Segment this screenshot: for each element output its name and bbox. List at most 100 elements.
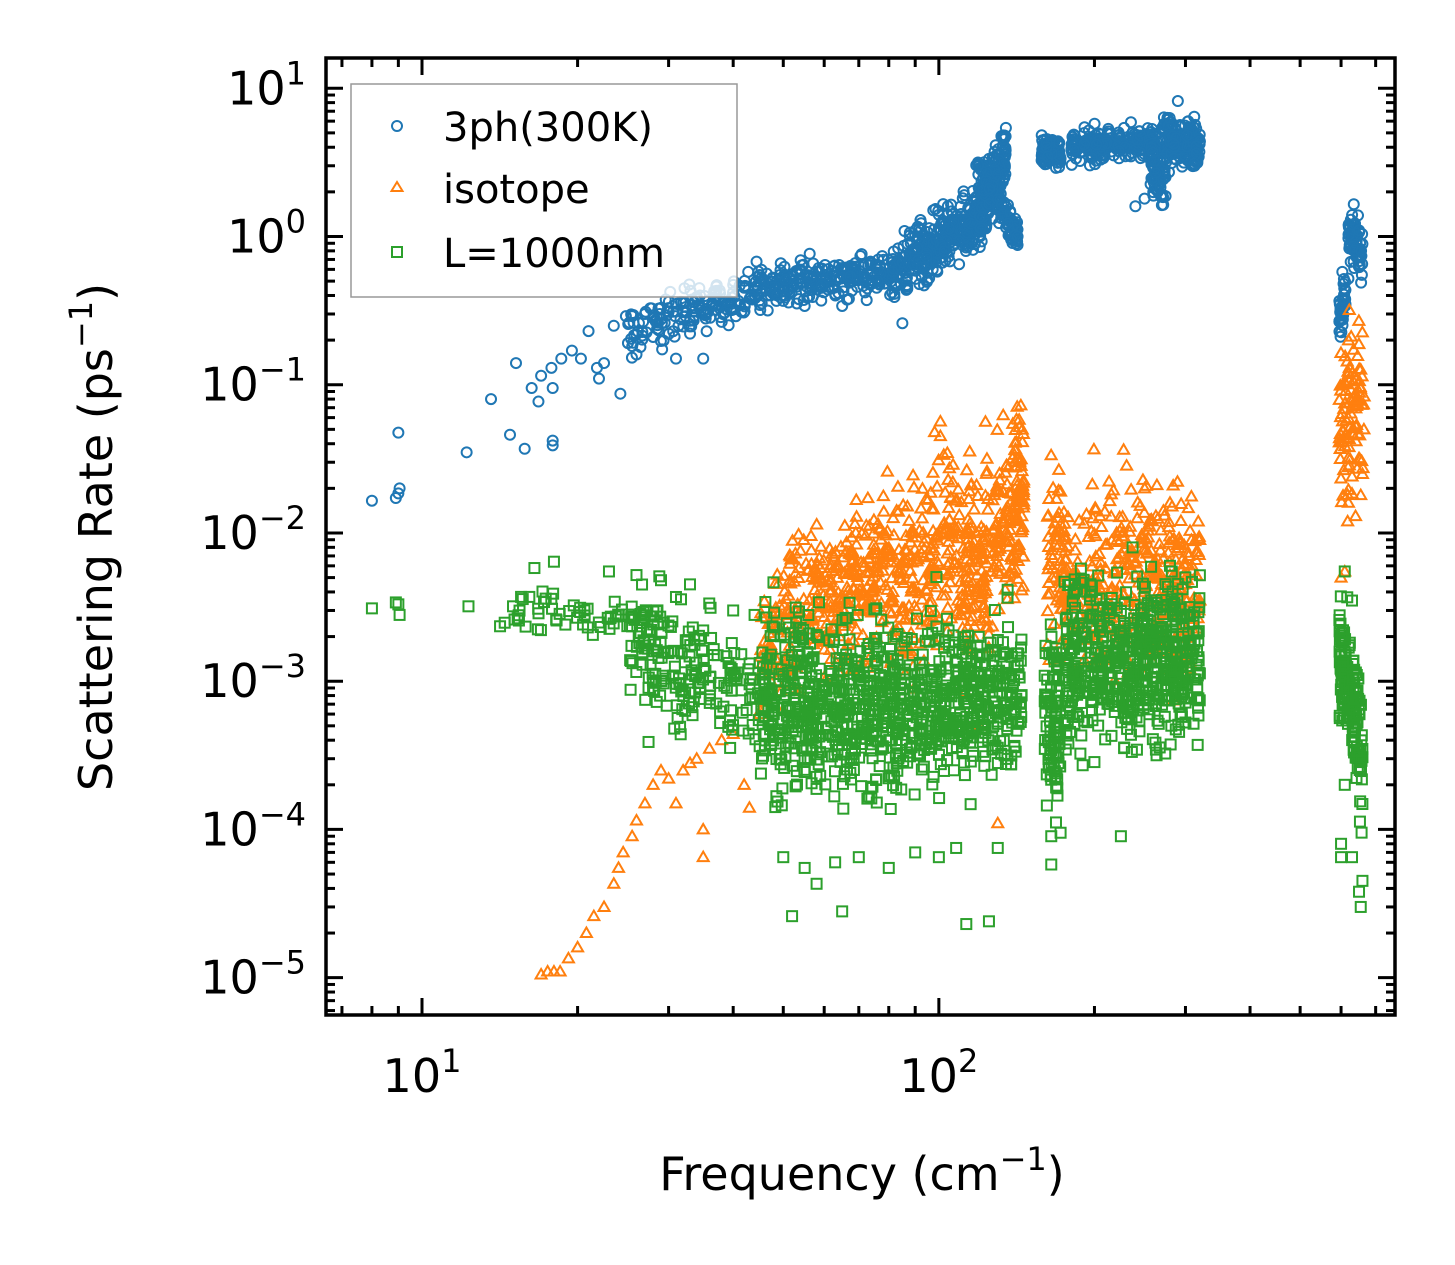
data-point-triangle [961, 537, 976, 551]
data-point-triangle [1040, 603, 1055, 617]
data-point-square [725, 637, 738, 650]
data-point-square [888, 661, 901, 674]
data-point-circle [825, 269, 838, 282]
data-point-square [638, 635, 651, 648]
data-point-circle [813, 265, 826, 278]
data-point-triangle [849, 537, 864, 550]
data-point-triangle [1094, 519, 1109, 533]
data-point-triangle [1011, 412, 1027, 425]
data-point-triangle [742, 800, 757, 813]
data-point-square [1149, 743, 1162, 756]
data-point-square [841, 718, 854, 731]
data-point-square [991, 633, 1004, 646]
data-point-square [958, 769, 971, 782]
data-point-square [1076, 576, 1089, 589]
data-point-triangle [1191, 514, 1206, 527]
data-point-circle [754, 299, 767, 312]
data-point-square [659, 672, 672, 685]
data-point-triangle [923, 572, 938, 585]
data-point-square [516, 593, 529, 606]
data-point-circle [958, 189, 971, 202]
data-point-triangle [1040, 507, 1056, 521]
data-point-circle [1005, 233, 1018, 246]
data-point-triangle [1051, 462, 1067, 475]
data-point-square [926, 778, 939, 791]
data-point-circle [1355, 244, 1368, 257]
data-point-square [744, 672, 757, 685]
data-point-circle [886, 265, 899, 278]
data-point-triangle [1093, 555, 1109, 568]
data-point-triangle [1340, 459, 1356, 473]
data-point-triangle [884, 554, 899, 568]
data-point-triangle [1088, 528, 1103, 542]
data-point-triangle [1350, 426, 1366, 439]
data-point-triangle [1102, 493, 1118, 507]
data-point-triangle [889, 503, 904, 516]
data-point-square [1061, 659, 1074, 672]
data-point-triangle [959, 522, 974, 536]
data-point-square [768, 621, 781, 634]
data-point-triangle [561, 950, 576, 964]
data-point-square [978, 759, 991, 772]
data-point-circle [546, 439, 559, 452]
data-point-triangle [793, 543, 808, 556]
data-point-triangle [864, 585, 879, 598]
data-point-circle [1342, 228, 1355, 241]
data-point-triangle [645, 777, 661, 790]
data-point-square [1091, 603, 1104, 616]
data-point-triangle [973, 546, 989, 559]
data-point-square [703, 597, 716, 610]
data-point-triangle [1103, 584, 1119, 597]
data-point-circle [790, 297, 803, 310]
data-point-triangle [1343, 382, 1359, 396]
data-point-triangle [811, 575, 826, 588]
data-point-triangle [966, 534, 982, 548]
data-point-triangle [624, 828, 640, 842]
data-point-triangle [596, 899, 612, 912]
data-point-triangle [1049, 531, 1064, 545]
data-point-square [1005, 668, 1018, 681]
data-point-triangle [954, 494, 969, 508]
data-point-triangle [1104, 486, 1119, 500]
data-point-square [626, 657, 639, 670]
data-point-triangle [1068, 542, 1083, 556]
data-point-square [855, 780, 868, 793]
data-point-triangle [796, 532, 811, 546]
data-point-triangle [977, 605, 992, 618]
data-point-circle [855, 248, 868, 261]
data-point-triangle [1173, 536, 1188, 549]
data-point-square [991, 741, 1004, 754]
data-point-square [915, 696, 928, 709]
data-point-triangle [1007, 442, 1023, 456]
data-point-square [997, 678, 1010, 691]
data-point-triangle [1161, 545, 1176, 558]
data-point-circle [1089, 158, 1102, 171]
data-point-triangle [878, 578, 893, 591]
data-point-circle [592, 372, 605, 385]
data-point-triangle [1162, 495, 1178, 508]
data-point-square [810, 629, 823, 642]
data-point-circle [1189, 155, 1202, 168]
data-point-square [1051, 789, 1064, 802]
data-point-square [1173, 725, 1186, 738]
data-point-triangle [1011, 537, 1027, 551]
data-point-triangle [1165, 477, 1181, 491]
data-point-square [1004, 696, 1017, 709]
data-point-circle [915, 223, 928, 236]
data-point-triangle [803, 528, 819, 542]
data-point-square [906, 648, 919, 661]
data-point-circle [958, 219, 971, 232]
data-point-square [798, 752, 811, 765]
data-point-square [1050, 696, 1063, 709]
data-point-circle [842, 292, 855, 305]
data-point-triangle [979, 466, 994, 479]
data-point-triangle [897, 612, 912, 625]
data-point-square [1068, 660, 1081, 673]
data-point-triangle [882, 604, 897, 617]
data-point-triangle [791, 527, 806, 540]
data-point-circle [998, 129, 1011, 142]
data-point-square [1060, 611, 1073, 624]
data-point-circle [656, 343, 669, 356]
data-point-triangle [859, 565, 874, 579]
data-point-triangle [850, 569, 865, 583]
